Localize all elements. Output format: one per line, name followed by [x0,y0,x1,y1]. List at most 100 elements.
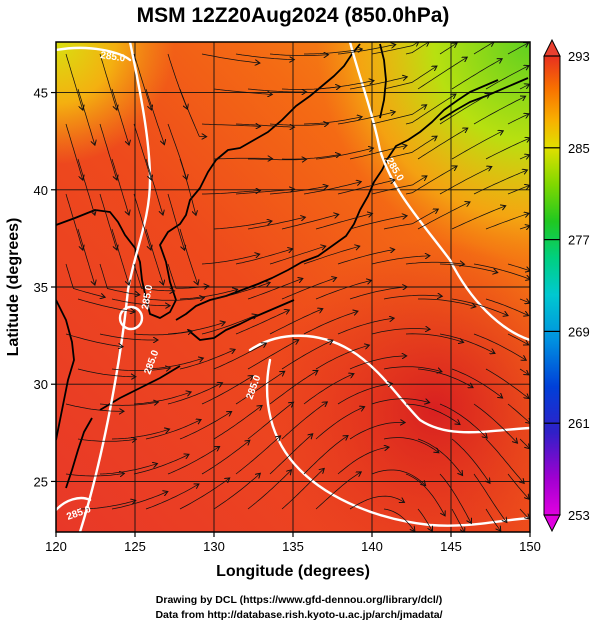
streamline [519,438,529,448]
streamline [315,407,364,440]
streamline [179,479,229,510]
streamline [235,437,280,475]
streamline [337,112,394,125]
streamline [417,58,466,90]
streamline [371,469,425,485]
colorbar-tick-label: 277 [568,233,590,248]
streamline [133,263,174,291]
streamline [383,210,437,230]
y-tick-label: 45 [34,86,48,101]
streamline [349,77,406,90]
streamline [349,356,406,370]
streamline [439,263,497,272]
credit-drawing: Drawing by DCL (https://www.gfd-dennou.o… [156,594,442,606]
streamline [281,155,339,160]
streamline [133,331,191,336]
streamline [315,472,360,510]
streamline [337,384,391,405]
streamline [418,298,475,307]
streamline [269,371,317,405]
streamline [201,53,259,63]
streamline [485,368,528,398]
streamline [179,88,206,137]
streamline [337,447,388,475]
streamline [439,94,489,125]
streamline [473,403,517,442]
y-axis-ticks: 25 30 35 40 45 [34,86,56,489]
coastline-sakhalin [379,43,387,119]
x-tick-label: 130 [203,539,225,554]
streamline [507,114,528,125]
streamline [337,45,395,55]
streamline [78,501,135,510]
streamline [451,298,507,315]
streamline [473,170,527,195]
wind-streamlines [65,42,530,532]
coastline-east-china [56,299,75,441]
streamline [304,49,361,55]
streamline [507,263,529,271]
streamline [77,228,95,284]
streamline [65,193,83,249]
streamline [473,473,506,522]
streamline [383,295,441,300]
streamline [315,281,371,300]
coastline-korea-china [56,43,361,319]
streamline [269,54,328,56]
streamline [247,217,304,230]
streamline [315,81,373,90]
streamline [213,283,269,300]
x-axis-title: Longitude (degrees) [216,563,370,580]
colorbar-tick-label: 261 [568,416,590,431]
streamline [167,383,222,405]
x-tick-label: 120 [45,539,67,554]
colorbar: 293 285 277 269 261 253 [543,38,590,533]
streamline [235,123,294,127]
streamline [451,508,464,532]
streamline [315,345,368,370]
x-tick-label: 125 [124,539,146,554]
streamline [201,441,249,475]
streamline [349,422,404,440]
streamline [111,492,167,510]
streamline [65,333,122,347]
streamline [133,123,151,179]
streamline [451,206,505,230]
x-axis-ticks: 120 125 130 135 140 145 150 [45,532,541,554]
streamline [145,358,202,370]
streamline [383,67,436,90]
contour-285-sw-corner [56,496,92,512]
streamline [145,228,163,284]
streamline [247,403,293,440]
y-tick-label: 35 [34,280,48,295]
streamline [303,117,361,125]
streamline [235,310,289,335]
streamline [405,333,463,342]
streamline [405,403,459,424]
streamline [201,254,259,265]
streamline [235,249,292,265]
streamline [507,333,528,344]
streamline [485,438,524,483]
y-tick-label: 30 [34,377,48,392]
contour-label: 285.0 [100,50,127,64]
streamline [507,186,529,195]
streamline [99,193,117,249]
streamline [439,44,456,55]
streamline [133,455,188,475]
streamline [213,406,261,440]
streamline [65,403,123,411]
streamline [485,214,528,230]
streamline [111,228,129,284]
streamline [451,131,502,160]
streamline [111,158,129,214]
streamline [383,508,414,531]
streamline [451,438,489,483]
streamline [235,189,293,195]
streamline [451,59,501,90]
streamline [269,124,328,126]
x-tick-label: 140 [361,539,383,554]
streamline [213,221,271,230]
streamline [371,176,426,195]
